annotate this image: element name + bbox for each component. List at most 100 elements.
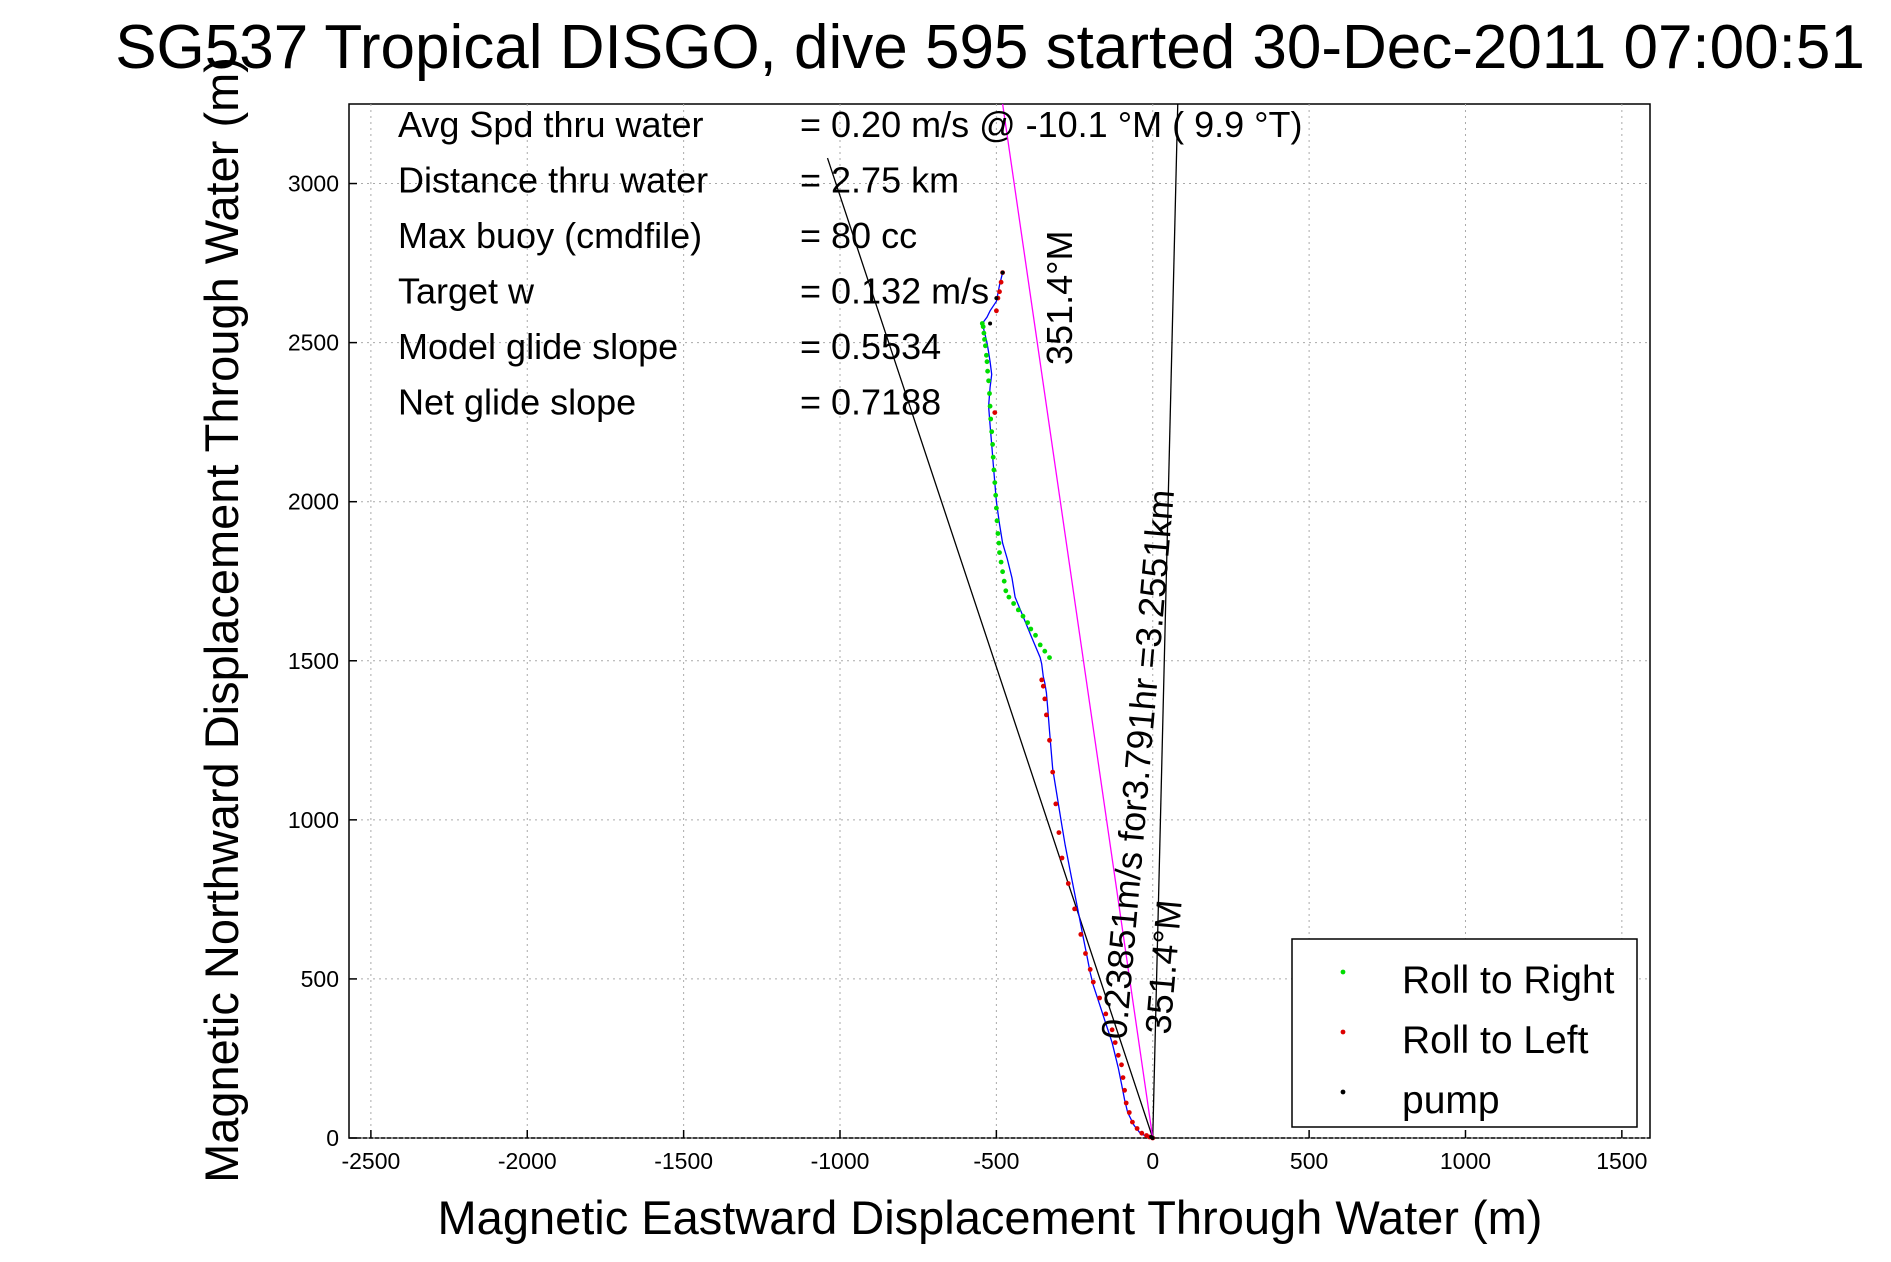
stat-label: Model glide slope [398,326,678,367]
legend-items: Roll to Right Roll to Left pump [1340,959,1615,1122]
marker-group [979,270,1156,1141]
marker-roll-to-right [1020,613,1026,619]
grid-lines [349,104,1650,1139]
marker-roll-to-right [982,337,987,342]
stat-value: = 0.132 m/s [800,271,989,312]
marker-roll-to-right [992,480,998,485]
marker-roll-to-left [1047,737,1052,743]
marker-roll-to-right [987,391,992,396]
legend-label-pump: pump [1402,1079,1500,1122]
marker-roll-to-left [1039,677,1045,683]
marker-roll-to-left [1139,1130,1145,1136]
y-tick-label: 500 [301,966,339,992]
marker-roll-to-right [990,454,996,460]
stat-label: Max buoy (cmdfile) [398,215,702,256]
marker-roll-to-left [1056,830,1062,835]
marker-roll-to-right [1042,648,1048,654]
marker-roll-to-right [1006,594,1012,600]
marker-roll-to-left [1144,1133,1149,1138]
stat-value: = 0.20 m/s @ -10.1 °M ( 9.9 °T) [800,104,1303,145]
marker-roll-to-left [1109,1027,1115,1033]
marker-roll-to-left [1059,855,1065,861]
y-tick-label: 1000 [288,807,339,833]
marker-roll-to-left [1112,1040,1118,1045]
marker-roll-to-left [1072,906,1077,912]
legend-marker-roll-to-left [1340,1029,1346,1035]
x-tick-label: 1000 [1440,1148,1491,1174]
marker-roll-to-left [1130,1119,1135,1125]
marker-roll-to-right [991,467,997,473]
y-tick-label: 2500 [288,330,339,356]
marker-roll-to-right [996,540,1002,546]
x-tick-label: 500 [1290,1148,1328,1174]
legend-marker-pump [1340,1089,1346,1095]
legend-box [1291,938,1638,1128]
marker-roll-to-right [988,416,994,422]
marker-roll-to-right [1028,626,1034,632]
legend-label-roll-to-right: Roll to Right [1402,959,1615,1002]
marker-roll-to-left [1119,1062,1124,1068]
marker-roll-to-left [998,279,1004,285]
stat-label: Net glide slope [398,382,636,423]
reference-line [1152,103,1179,1139]
marker-pump [1149,1135,1154,1139]
legend-marker-roll-to-right [1340,969,1346,975]
y-tick-label: 3000 [288,171,339,197]
marker-roll-to-left [1103,1011,1109,1017]
marker-roll-to-right [994,518,1000,524]
y-axis-label: Magnetic Northward Displacement Through … [195,57,248,1183]
marker-roll-to-right [979,321,985,326]
y-tick-label: 1500 [288,648,339,674]
marker-roll-to-right [1037,642,1043,648]
marker-roll-to-right [983,343,988,349]
marker-roll-to-right [998,559,1004,565]
marker-roll-to-right [1000,569,1005,575]
legend-label-roll-to-left: Roll to Left [1402,1019,1589,1062]
stat-value: = 0.7188 [800,382,941,423]
marker-roll-to-left [994,308,999,314]
marker-roll-to-right [993,492,999,498]
marker-roll-to-left [1044,712,1049,718]
stat-label: Distance thru water [398,160,708,201]
marker-roll-to-right [987,403,993,409]
reference-lines [826,103,1179,1139]
marker-roll-to-left [997,289,1002,295]
marker-roll-to-right [985,368,990,374]
stat-value: = 0.5534 [800,326,941,367]
marker-roll-to-left [1134,1126,1140,1131]
y-tick-label: 2000 [288,489,339,515]
marker-roll-to-right [986,378,991,384]
marker-roll-to-left [1053,801,1059,807]
legend: Roll to Right Roll to Left pump [1291,938,1638,1128]
marker-roll-to-left [1115,1052,1121,1058]
x-tick-label: -2000 [498,1148,557,1174]
marker-roll-to-right [984,352,989,358]
y-tick-label: 0 [326,1125,339,1151]
marker-roll-to-left [1087,967,1093,972]
reference-line [826,157,1154,1139]
heading-far-annotation: 351.4°M [1039,231,1080,365]
stat-label: Avg Spd thru water [398,104,704,145]
stat-value: = 80 cc [800,215,917,256]
x-tick-label: 1500 [1596,1148,1647,1174]
marker-roll-to-right [1003,588,1009,594]
marker-roll-to-right [989,429,995,435]
marker-roll-to-right [1011,601,1016,606]
x-tick-label: -500 [973,1148,1019,1174]
x-tick-label: -1000 [811,1148,870,1174]
marker-roll-to-right [994,505,999,511]
marker-roll-to-right [1015,607,1021,613]
marker-roll-to-right [997,550,1002,555]
marker-roll-to-left [1065,881,1071,886]
marker-roll-to-left [1040,683,1046,689]
marker-roll-to-right [1025,620,1030,625]
marker-roll-to-right [984,359,990,365]
marker-roll-to-left [1050,769,1056,775]
marker-roll-to-left [1042,696,1048,702]
marker-roll-to-left [992,410,998,415]
marker-pump [994,296,999,301]
marker-roll-to-left [1090,979,1096,985]
marker-roll-to-right [1001,578,1007,584]
marker-pump [988,321,993,326]
